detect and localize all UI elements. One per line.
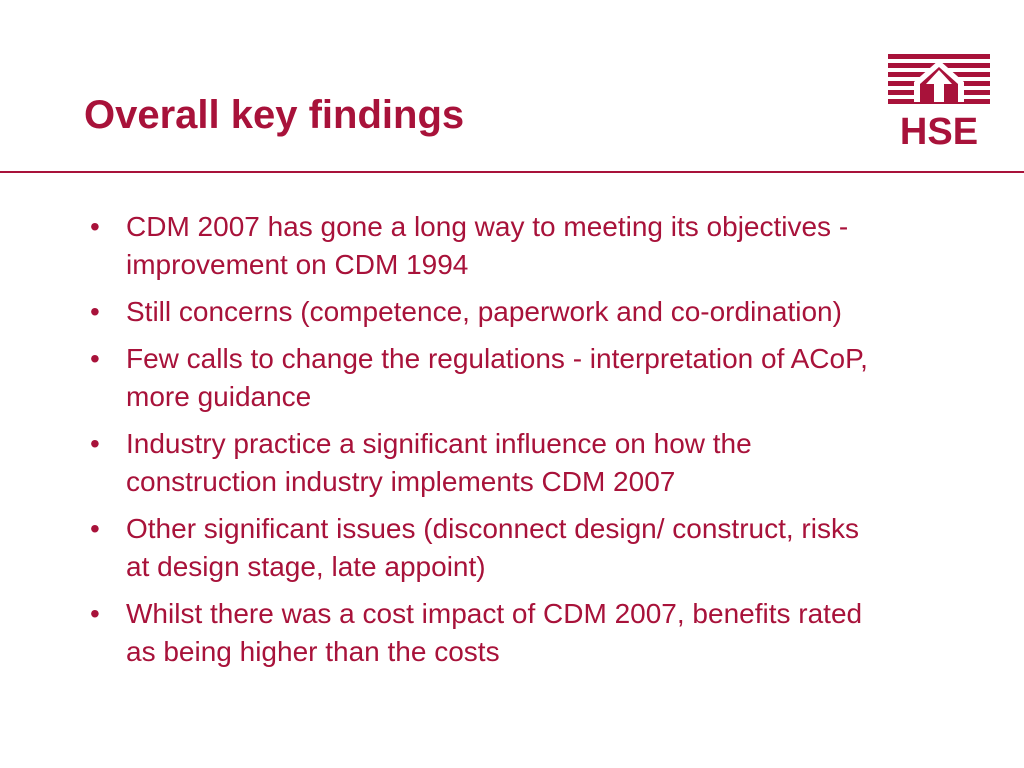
bullet-dot: • — [90, 296, 100, 327]
bullet-item: • Still concerns (competence, paperwork a… — [84, 293, 884, 331]
bullet-item: • Whilst there was a cost impact of CDM 2… — [84, 595, 884, 671]
bullet-text: Other significant issues (disconnect des… — [126, 513, 859, 582]
bullet-item: • Other significant issues (disconnect de… — [84, 510, 884, 586]
bullet-item: • Industry practice a significant influen… — [84, 425, 884, 501]
slide-title: Overall key findings — [84, 93, 465, 137]
bullet-item: • CDM 2007 has gone a long way to meeting… — [84, 208, 884, 284]
bullet-dot: • — [90, 513, 100, 544]
bullet-item: • Few calls to change the regulations - i… — [84, 340, 884, 416]
bullet-text: Still concerns (competence, paperwork an… — [126, 296, 842, 327]
hse-logo-text: HSE — [900, 111, 978, 148]
bullet-dot: • — [90, 211, 100, 242]
bullet-text: Whilst there was a cost impact of CDM 20… — [126, 598, 863, 667]
bullet-text: Few calls to change the regulations - in… — [126, 343, 868, 412]
bullet-dot: • — [90, 428, 100, 459]
bullet-text: CDM 2007 has gone a long way to meeting … — [126, 211, 849, 280]
bullet-dot: • — [90, 598, 100, 629]
title-divider — [0, 171, 1024, 173]
bullet-dot: • — [90, 343, 100, 374]
hse-logo-icon: HSE — [888, 54, 990, 148]
bullet-text: Industry practice a significant influenc… — [126, 428, 752, 497]
bullet-list: • CDM 2007 has gone a long way to meeting… — [84, 208, 884, 680]
